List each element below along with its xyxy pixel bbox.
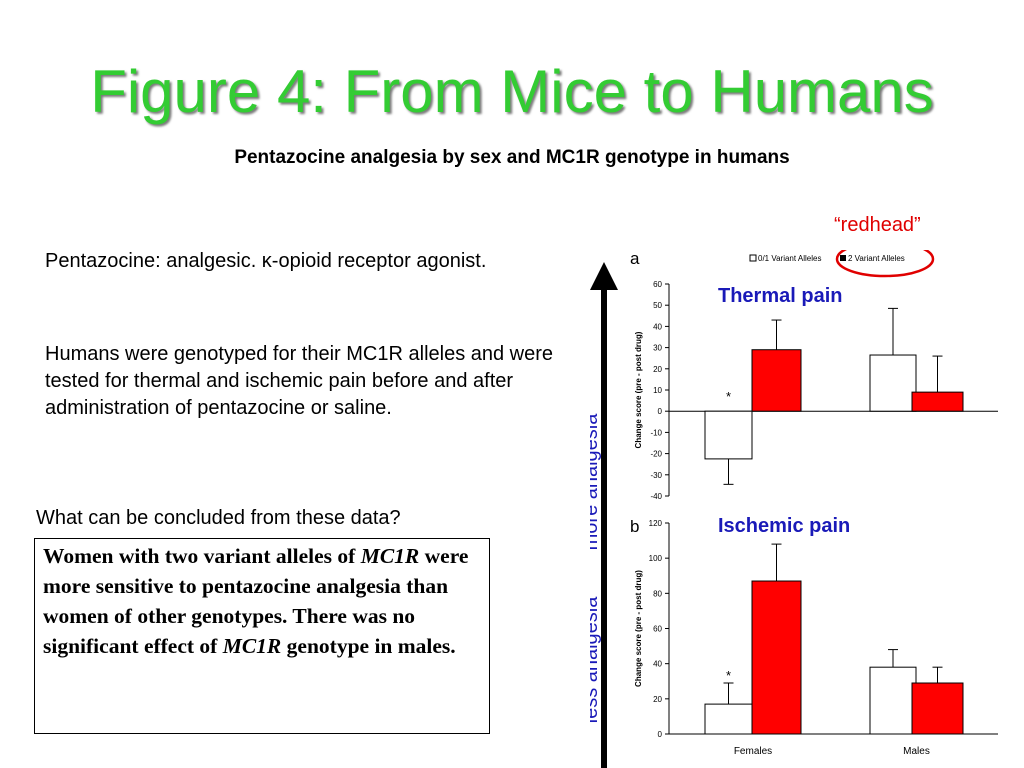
thermal-pain-panel: a Thermal pain -40 -30 -20 -10 0 10 20 30 40 50 60 Ch… xyxy=(630,250,998,501)
x-category-label: Females xyxy=(734,746,772,757)
y-tick-label: 40 xyxy=(653,660,662,669)
bar-females-series-1 xyxy=(751,580,802,735)
analgesia-arrow: more analgesia less analgesia xyxy=(590,262,618,768)
gene-name: MC1R xyxy=(360,544,420,568)
legend-label: 2 Variant Alleles xyxy=(848,254,905,263)
bar-males-series-1 xyxy=(911,391,964,412)
question-text: What can be concluded from these data? xyxy=(36,507,401,529)
chart-legend: 0/1 Variant Alleles 2 Variant Alleles xyxy=(749,254,905,263)
conclusion-text: Women with two variant alleles of xyxy=(43,544,361,568)
conclusion-text: genotype in males. xyxy=(281,634,456,658)
y-tick-label: 30 xyxy=(653,344,662,353)
ischemic-pain-panel: b Ischemic pain 0 20 40 60 80 100 120 Change scor… xyxy=(630,515,998,757)
y-tick-label: 100 xyxy=(649,554,663,563)
y-axis-label: Change score (pre - post drug) xyxy=(634,570,643,687)
y-axis-label: Change score (pre - post drug) xyxy=(634,331,643,448)
bar-females-series-0 xyxy=(704,410,753,460)
y-tick-label: -40 xyxy=(650,492,662,501)
figure-chart: more analgesia less analgesia 0/1 Varian… xyxy=(590,250,998,768)
panel-letter: a xyxy=(630,250,640,268)
redhead-circle xyxy=(835,250,935,278)
bar-females-series-1 xyxy=(751,349,802,412)
significance-star: * xyxy=(726,389,731,404)
redhead-annotation: “redhead” xyxy=(834,214,921,236)
y-tick-label: 60 xyxy=(653,625,662,634)
panel-title: Thermal pain xyxy=(718,285,842,307)
y-tick-label: 10 xyxy=(653,386,662,395)
more-analgesia-label: more analgesia xyxy=(590,413,602,551)
less-analgesia-label: less analgesia xyxy=(590,596,602,724)
y-tick-label: 0 xyxy=(658,730,663,739)
y-tick-label: 120 xyxy=(649,519,663,528)
y-tick-label: -10 xyxy=(650,428,662,437)
bar-males-series-1 xyxy=(911,682,964,735)
arrow-shaft xyxy=(601,290,607,768)
conclusion-text: were more sensitive to pentazocine analg… xyxy=(43,544,469,658)
arrow-head xyxy=(590,262,618,290)
y-tick-label: 20 xyxy=(653,365,662,374)
bar-males-series-0 xyxy=(869,354,917,412)
slide-title: Figure 4: From Mice to Humans xyxy=(90,58,934,125)
panel-title: Ischemic pain xyxy=(718,515,850,537)
legend-swatch-black xyxy=(840,255,846,261)
y-tick-label: -30 xyxy=(650,471,662,480)
y-tick-label: 40 xyxy=(653,322,662,331)
y-tick-label: 20 xyxy=(653,695,662,704)
bar-males-series-0 xyxy=(869,666,917,735)
conclusion-box: Women with two variant alleles of MC1R w… xyxy=(34,538,490,734)
significance-star: * xyxy=(726,668,731,683)
y-tick-label: -20 xyxy=(650,450,662,459)
method-description: Humans were genotyped for their MC1R all… xyxy=(45,343,554,419)
bar-females-series-0 xyxy=(704,703,753,735)
y-tick-label: 0 xyxy=(658,407,663,416)
slide-subtitle: Pentazocine analgesia by sex and MC1R ge… xyxy=(234,147,790,168)
legend-label: 0/1 Variant Alleles xyxy=(758,254,821,263)
x-category-label: Males xyxy=(903,746,930,757)
legend-swatch-white xyxy=(749,254,757,262)
y-tick-label: 80 xyxy=(653,589,662,598)
drug-description: Pentazocine: analgesic. κ-opioid recepto… xyxy=(45,250,487,272)
panel-letter: b xyxy=(630,517,639,536)
y-tick-label: 50 xyxy=(653,301,662,310)
gene-name: MC1R xyxy=(222,634,282,658)
y-tick-label: 60 xyxy=(653,280,662,289)
